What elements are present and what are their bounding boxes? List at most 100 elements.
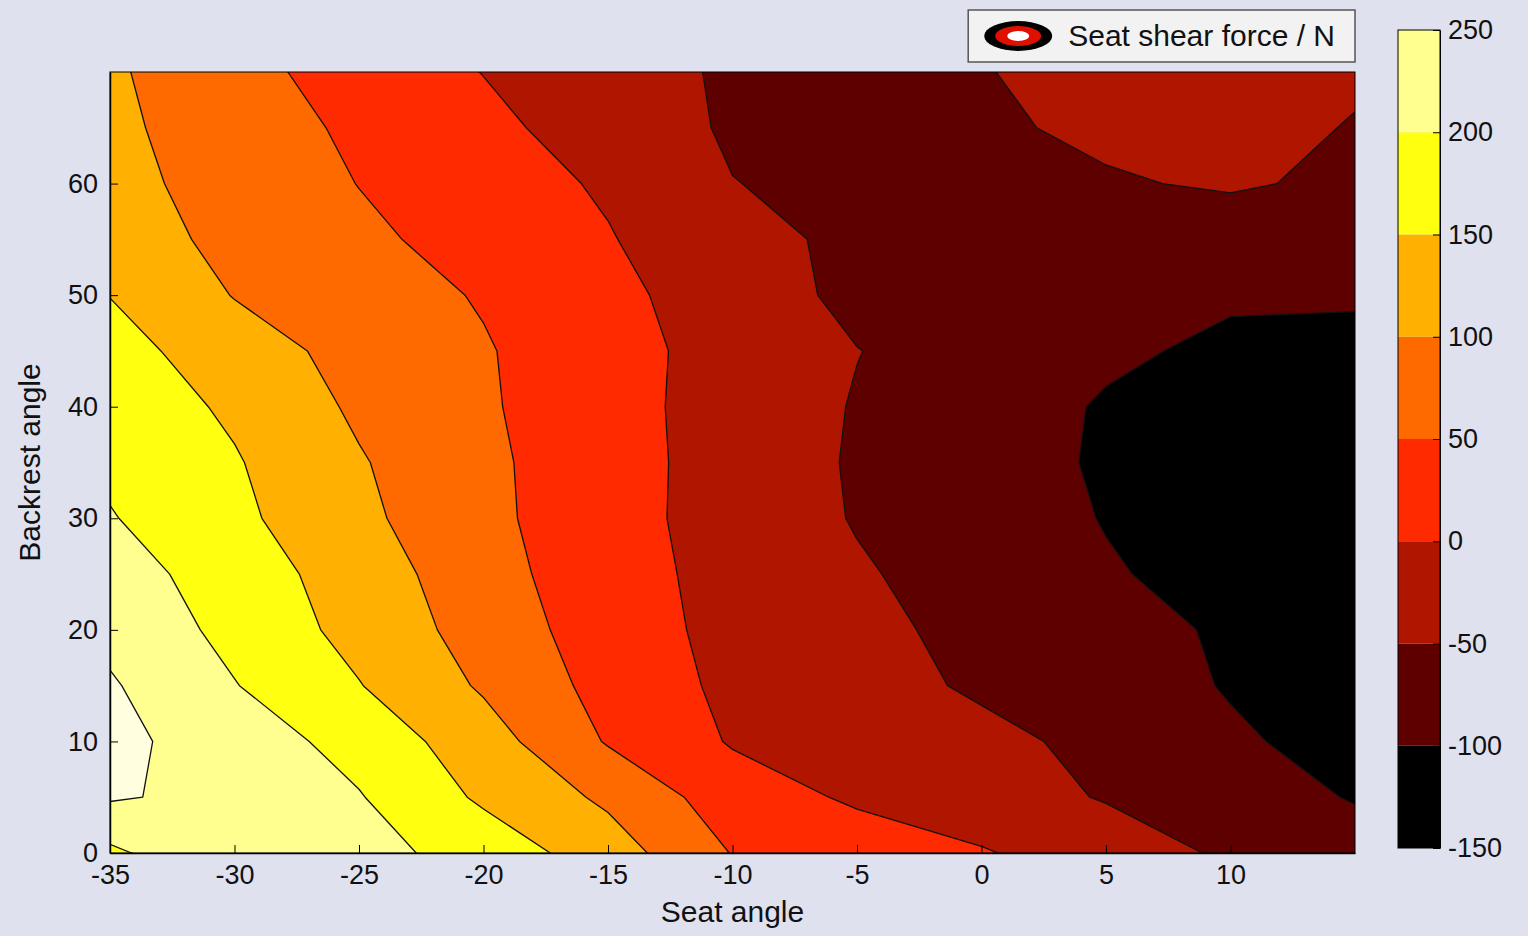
y-tick-mark	[110, 853, 118, 854]
colorbar-band	[1398, 644, 1440, 746]
legend-label: Seat shear force / N	[1068, 19, 1335, 52]
contour-band	[110, 72, 1355, 853]
y-tick: 40	[68, 392, 118, 422]
contour-band	[110, 72, 729, 853]
y-tick-label: 30	[68, 503, 98, 533]
y-tick: 50	[68, 280, 118, 310]
legend-icon	[995, 26, 1041, 46]
y-axis-title: Backrest angle	[13, 363, 46, 561]
x-tick: -30	[215, 845, 254, 890]
colorbar-tick-label: -100	[1448, 731, 1502, 761]
y-tick-mark	[110, 518, 118, 519]
colorbar-tick-label: 0	[1448, 526, 1463, 556]
contour-band	[110, 72, 1355, 853]
colorbar-tick-mark	[1433, 644, 1440, 645]
colorbar	[1398, 30, 1440, 848]
x-tick-mark	[1231, 845, 1232, 853]
x-tick-mark	[1106, 845, 1107, 853]
x-tick: -20	[464, 845, 503, 890]
y-tick: 20	[68, 615, 118, 645]
colorbar-tick-label: 50	[1448, 424, 1478, 454]
plot-area	[110, 72, 1355, 853]
y-tick-mark	[110, 407, 118, 408]
colorbar-tick-mark	[1433, 132, 1440, 133]
colorbar-tick: 100	[1433, 322, 1493, 352]
x-tick: 0	[974, 845, 989, 890]
y-tick-label: 10	[68, 727, 98, 757]
x-tick-label: 0	[974, 860, 989, 890]
colorbar-tick-mark	[1433, 235, 1440, 236]
colorbar-band	[1398, 132, 1440, 234]
y-tick: 60	[68, 169, 118, 199]
y-tick-mark	[110, 741, 118, 742]
x-tick: 10	[1216, 845, 1246, 890]
colorbar-tick: 0	[1433, 526, 1463, 556]
x-axis-title: Seat angle	[661, 895, 804, 928]
colorbar-tick: 250	[1433, 15, 1493, 45]
x-tick-label: -25	[340, 860, 379, 890]
y-axis: 0 10 20 30 40 50 60	[68, 73, 118, 869]
colorbar-tick: 200	[1433, 117, 1493, 147]
y-tick-mark	[110, 295, 118, 296]
colorbar-tick: -100	[1433, 731, 1502, 761]
y-tick-label: 40	[68, 392, 98, 422]
x-tick: -25	[340, 845, 379, 890]
x-tick-mark	[608, 845, 609, 853]
y-tick-label: 50	[68, 280, 98, 310]
x-tick-label: -30	[215, 860, 254, 890]
x-tick-mark	[235, 845, 236, 853]
colorbar-tick-label: 150	[1448, 220, 1493, 250]
x-tick-label: -10	[713, 860, 752, 890]
y-tick: 30	[68, 503, 118, 533]
colorbar-tick-mark	[1433, 541, 1440, 542]
y-tick-label: 20	[68, 615, 98, 645]
x-tick-mark	[359, 845, 360, 853]
colorbar-band	[1398, 541, 1440, 643]
y-tick-label: 60	[68, 169, 98, 199]
x-tick: -10	[713, 845, 752, 890]
colorbar-band	[1398, 746, 1440, 848]
x-tick-mark	[484, 845, 485, 853]
y-axis-line	[110, 73, 112, 854]
contour-band	[110, 72, 998, 853]
legend-icon	[984, 21, 1052, 51]
contour-band	[110, 72, 1355, 853]
y-tick-label: 0	[83, 838, 98, 868]
x-tick: 5	[1099, 845, 1114, 890]
x-tick-label: -5	[845, 860, 869, 890]
colorbar-tick-mark	[1433, 337, 1440, 338]
x-tick: -15	[589, 845, 628, 890]
legend: Seat shear force / N	[968, 10, 1355, 62]
x-tick-mark	[733, 845, 734, 853]
contour-band	[110, 298, 550, 853]
x-tick-label: 10	[1216, 860, 1246, 890]
y-tick-mark	[110, 184, 118, 185]
contour-band	[110, 505, 416, 853]
y-tick: 10	[68, 727, 118, 757]
colorbar-tick-mark	[1433, 746, 1440, 747]
y-tick: 0	[83, 838, 118, 868]
colorbar-tick: -50	[1433, 629, 1487, 659]
colorbar-tick-label: 250	[1448, 15, 1493, 45]
colorbar-frame	[1398, 30, 1440, 848]
contour-band	[110, 72, 647, 853]
x-tick-mark	[982, 845, 983, 853]
colorbar-tick: 150	[1433, 220, 1493, 250]
colorbar-band	[1398, 235, 1440, 337]
contour-band	[110, 670, 153, 801]
x-tick-label: -15	[589, 860, 628, 890]
colorbar-tick-label: -50	[1448, 629, 1487, 659]
x-tick: -5	[845, 845, 869, 890]
colorbar-tick-mark	[1433, 439, 1440, 440]
colorbar-band	[1398, 337, 1440, 439]
y-tick-mark	[110, 630, 118, 631]
colorbar-band	[1398, 439, 1440, 541]
legend-icon	[1007, 31, 1029, 41]
x-tick-mark	[857, 845, 858, 853]
x-tick-label: 5	[1099, 860, 1114, 890]
x-axis: -35-30-25-20-15-10-50510	[91, 845, 1356, 890]
legend-box	[968, 10, 1355, 62]
colorbar-tick-label: -150	[1448, 833, 1502, 863]
colorbar-tick: -150	[1433, 833, 1502, 863]
x-tick-label: -20	[464, 860, 503, 890]
